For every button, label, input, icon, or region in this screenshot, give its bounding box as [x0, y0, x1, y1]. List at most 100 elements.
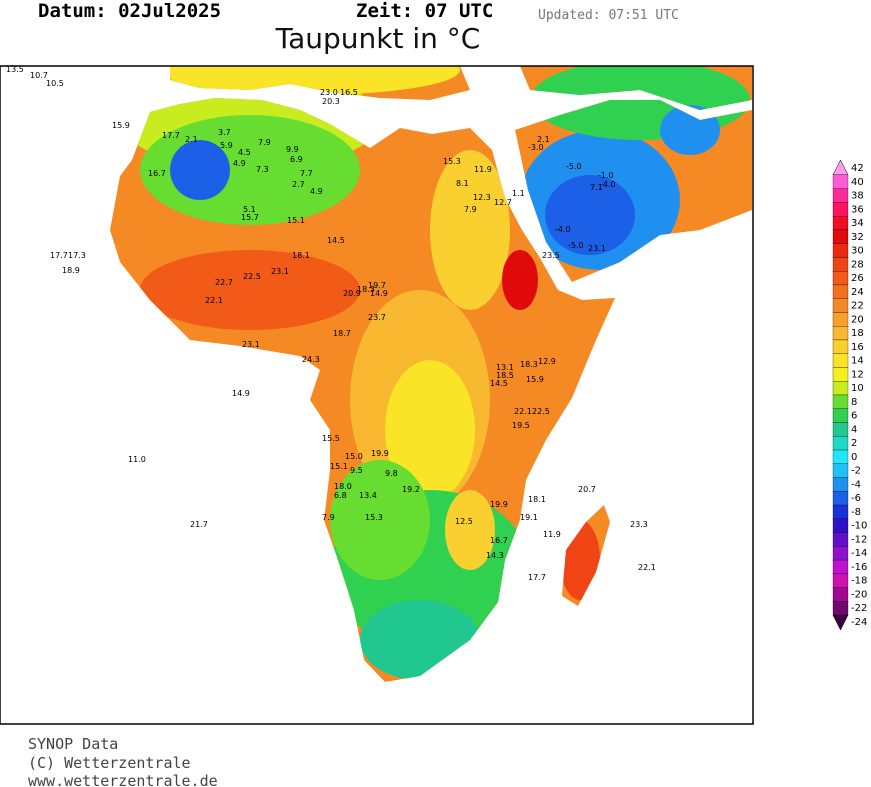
station-value: 16.7	[148, 169, 166, 178]
station-value: 7.9	[464, 205, 477, 214]
legend-label: 2	[851, 438, 857, 449]
station-value: 18.7	[333, 329, 351, 338]
legend-swatch	[832, 312, 849, 327]
legend-swatch	[832, 353, 849, 368]
legend-label: 26	[851, 273, 864, 284]
station-value: 15.3	[443, 157, 461, 166]
station-value: 15.9	[112, 121, 130, 130]
station-value: 22.1	[514, 407, 532, 416]
station-value: 22.1	[205, 296, 223, 305]
station-value: 20.9	[343, 289, 361, 298]
time: Zeit: 07 UTC	[356, 0, 493, 22]
station-value: 11.0	[128, 455, 146, 464]
legend-label: 24	[851, 287, 864, 298]
legend-swatch	[832, 159, 849, 176]
station-value: 7.3	[256, 165, 269, 174]
legend-label: -24	[851, 617, 867, 628]
color-legend: 424038363432302826242220181614121086420-…	[832, 159, 867, 631]
legend-label: 34	[851, 218, 864, 229]
legend-label: -22	[851, 603, 867, 614]
station-value: 17.7	[528, 573, 546, 582]
station-value: 19.9	[490, 500, 508, 509]
legend-label: 12	[851, 369, 864, 380]
station-value: 14.5	[327, 236, 345, 245]
station-value: 19.2	[402, 485, 420, 494]
station-value: 6.9	[290, 155, 303, 164]
dewpoint-field	[110, 66, 752, 682]
station-value: 13.1	[496, 363, 514, 372]
station-value: 4.5	[238, 148, 251, 157]
station-value: 23.3	[630, 520, 648, 529]
legend-swatch	[832, 284, 849, 299]
station-value: 18.5	[496, 371, 514, 380]
station-value: 11.9	[543, 530, 561, 539]
station-value: 19.5	[512, 421, 530, 430]
station-value: 23.7	[368, 313, 386, 322]
legend-label: 30	[851, 246, 864, 257]
station-value: -5.0	[568, 241, 584, 250]
station-value: 19.7	[368, 281, 386, 290]
title: Taupunkt in °C	[275, 22, 481, 55]
station-value: 13.5	[6, 65, 24, 74]
legend-label: 38	[851, 191, 864, 202]
legend-label: 28	[851, 259, 864, 270]
legend-swatch	[832, 326, 849, 341]
station-value: 8.1	[456, 179, 469, 188]
legend-swatch	[832, 477, 849, 492]
legend-label: 6	[851, 411, 857, 422]
station-value: 23.1	[271, 267, 289, 276]
legend-label: 14	[851, 356, 864, 367]
legend-label: -14	[851, 548, 867, 559]
station-value: 1.1	[512, 189, 525, 198]
legend-label: -20	[851, 589, 867, 600]
legend-label: -10	[851, 521, 867, 532]
station-value: 2.7	[292, 180, 305, 189]
station-value: 22.5	[243, 272, 261, 281]
station-value: 22.5	[532, 407, 550, 416]
legend-swatch	[832, 532, 849, 547]
station-value: 13.4	[359, 491, 377, 500]
station-value: 7.9	[258, 138, 271, 147]
legend-swatch	[832, 587, 849, 602]
station-value: 18.1	[292, 251, 310, 260]
station-value: 10.7	[30, 71, 48, 80]
station-value: 12.9	[538, 357, 556, 366]
station-value: 18.3	[520, 360, 538, 369]
legend-swatch	[832, 408, 849, 423]
legend-swatch	[832, 174, 849, 189]
station-value: 20.3	[322, 97, 340, 106]
legend-swatch	[832, 601, 849, 616]
station-value: 2.1	[185, 135, 198, 144]
legend-label: -16	[851, 562, 867, 573]
station-value: 2.1	[537, 135, 550, 144]
station-value: 24.3	[302, 355, 320, 364]
legend-swatch	[832, 491, 849, 506]
legend-label: 8	[851, 397, 857, 408]
legend-swatch	[832, 339, 849, 354]
station-value: 16.7	[490, 536, 508, 545]
station-value: 21.7	[190, 520, 208, 529]
station-value: 18.0	[334, 482, 352, 491]
station-value: 15.1	[330, 462, 348, 471]
legend-label: 10	[851, 383, 864, 394]
station-value: 18.9	[62, 266, 80, 275]
station-value: -4.0	[555, 225, 571, 234]
date: Datum: 02Jul2025	[38, 0, 221, 22]
station-value: 7.7	[300, 169, 313, 178]
station-value: 15.7	[241, 213, 259, 222]
legend-swatch	[832, 381, 849, 396]
legend-swatch	[832, 546, 849, 561]
station-value: 19.9	[371, 449, 389, 458]
legend-swatch	[832, 504, 849, 519]
station-value: 22.7	[215, 278, 233, 287]
station-value: 11.9	[474, 165, 492, 174]
legend-label: 0	[851, 452, 857, 463]
station-value: 14.9	[232, 389, 250, 398]
station-value: 14.9	[370, 289, 388, 298]
station-value: -3.0	[528, 143, 544, 152]
legend-swatch	[832, 573, 849, 588]
station-value: 14.3	[486, 551, 504, 560]
legend-label: 16	[851, 342, 864, 353]
legend-label: 32	[851, 232, 864, 243]
